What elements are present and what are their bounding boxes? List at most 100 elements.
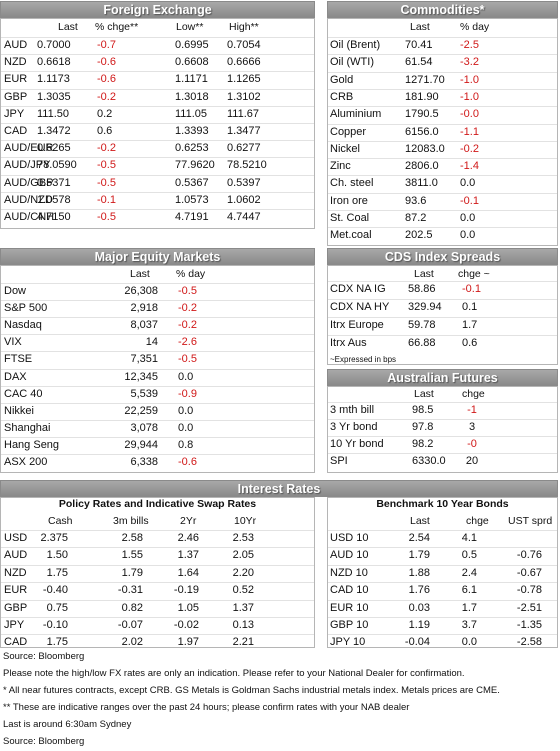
cell-value: 1.3018 [175, 90, 209, 103]
row-label: AUD/GBP [4, 176, 54, 189]
row-label: GBP 10 [330, 619, 369, 631]
cell-value: 0.0 [460, 212, 476, 224]
cell-value: 12083.0 [405, 142, 445, 155]
column-header: UST sprd [508, 515, 553, 527]
cell-value: 59.78 [408, 319, 436, 331]
cell-value: 5,539 [130, 387, 158, 400]
footnote: Please note the high/low FX rates are on… [3, 668, 465, 679]
row-label: Nikkei [4, 404, 34, 417]
row-divider [1, 140, 314, 142]
column-header: chge [462, 388, 485, 400]
section-title: CDS Index Spreads [327, 248, 558, 265]
row-divider [328, 564, 557, 566]
row-label: AUD [4, 549, 28, 562]
row-divider [1, 37, 314, 38]
cell-value: -1 [467, 404, 477, 416]
cell-value: 1.75 [46, 566, 68, 579]
row-divider [1, 334, 314, 336]
cell-value: -0.5 [97, 176, 116, 189]
cell-value: 181.90 [405, 90, 439, 103]
cell-value: -0.04 [404, 636, 430, 649]
cell-value: 2.4 [461, 566, 477, 579]
row-label: Hang Seng [4, 438, 60, 451]
section-title: Australian Futures [327, 369, 558, 386]
column-header: Last [58, 21, 78, 33]
cell-value: -0.67 [516, 566, 542, 579]
row-label: Met.coal [330, 229, 372, 242]
cell-value: 93.6 [405, 194, 427, 207]
cell-value: -0.2 [97, 142, 116, 155]
cell-value: -3.2 [460, 56, 479, 69]
row-label: NZD 10 [330, 566, 368, 579]
cell-value: -1.35 [516, 619, 542, 631]
panel [327, 265, 558, 365]
cell-value: 14 [145, 336, 158, 349]
cell-value: 1.3393 [175, 125, 209, 137]
column-header: % day [460, 21, 490, 33]
column-header: 2Yr [180, 515, 197, 527]
row-divider [328, 106, 557, 108]
cell-value: 0.13 [232, 619, 254, 631]
row-label: CDX NA IG [330, 283, 386, 295]
cell-value: 4.1 [461, 532, 477, 544]
panel [327, 18, 558, 246]
cell-value: 0.6265 [37, 142, 71, 155]
note: ~Expressed in bps [330, 355, 397, 364]
cell-value: 1.3035 [37, 90, 71, 103]
footnote: Last is around 6:30am Sydney [3, 719, 132, 730]
cell-value: 58.86 [408, 283, 436, 295]
row-divider [1, 105, 314, 107]
row-divider [1, 123, 314, 124]
row-label: AUD/EUR [4, 142, 54, 155]
row-label: Dow [4, 285, 27, 297]
cell-value: 1.1173 [37, 73, 70, 86]
row-label: NZD [4, 56, 27, 69]
column-header: 10Yr [234, 515, 257, 527]
cell-value: 0.5 [461, 549, 477, 562]
row-label: AUD 10 [330, 549, 369, 562]
cell-value: -0.5 [178, 285, 197, 297]
row-divider [328, 123, 557, 125]
cell-value: 4.7191 [175, 211, 209, 223]
cell-value: 6156.0 [405, 125, 439, 138]
cell-value: 98.5 [412, 404, 434, 416]
cell-value: -0.5 [97, 159, 116, 172]
cell-value: 2.54 [408, 532, 430, 544]
cell-value: 1.19 [408, 619, 430, 631]
cell-value: -0.1 [97, 193, 116, 206]
row-label: CDX NA HY [330, 301, 390, 313]
row-label: CAD 10 [330, 584, 369, 597]
row-label: FTSE [4, 353, 33, 366]
row-label: Itrx Europe [330, 319, 384, 331]
cell-value: -0 [467, 438, 477, 450]
row-label: Oil (Brent) [330, 39, 381, 51]
row-label: Aluminium [330, 108, 382, 121]
cell-value: -0.2 [178, 302, 197, 315]
row-label: Ch. steel [330, 177, 374, 190]
cell-value: -0.7 [97, 39, 116, 51]
row-divider [328, 547, 557, 549]
row-label: Nickel [330, 142, 360, 155]
cell-value: 1.64 [177, 566, 199, 579]
row-label: CRB [330, 90, 354, 103]
cell-value: 2.02 [121, 636, 143, 649]
cell-value: -0.6 [97, 73, 116, 86]
panel [0, 497, 315, 648]
row-divider [1, 283, 314, 284]
cell-value: 0.7054 [227, 39, 261, 51]
cell-value: 0.82 [121, 601, 143, 614]
cell-value: 0.6 [97, 125, 113, 137]
cell-value: 1.0573 [175, 193, 209, 206]
cell-value: 111.67 [227, 107, 260, 120]
row-label: GBP [4, 601, 28, 614]
cell-value: 70.41 [405, 39, 433, 51]
row-divider [1, 547, 314, 549]
cell-value: 1.3472 [37, 125, 71, 137]
cell-value: 22,259 [124, 404, 158, 417]
cell-value: 0.75 [46, 601, 68, 614]
row-divider [1, 419, 314, 421]
cell-value: -1.4 [460, 160, 479, 173]
row-divider [1, 385, 314, 387]
cell-value: 0.6277 [227, 142, 261, 155]
cell-value: -0.1 [462, 283, 481, 295]
